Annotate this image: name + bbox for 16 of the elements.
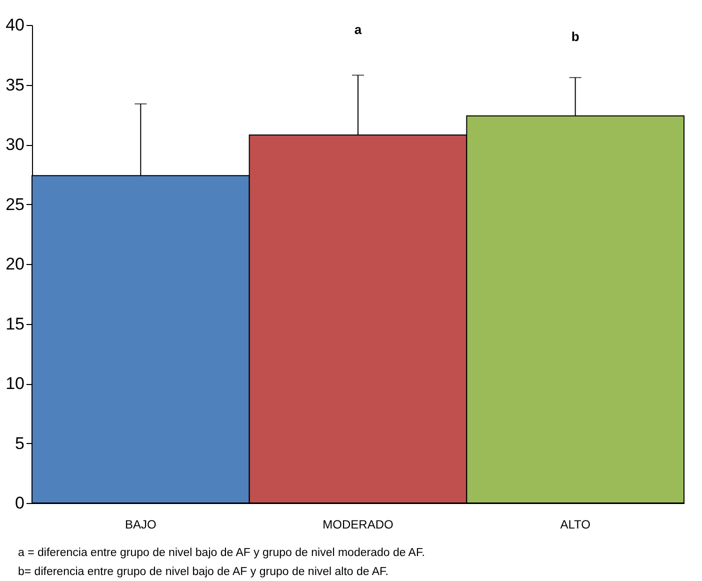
y-tick-label: 35 — [6, 75, 24, 94]
x-tick-label: ALTO — [560, 518, 590, 532]
y-tick-label: 0 — [15, 494, 24, 512]
y-tick-label: 15 — [6, 314, 24, 334]
y-tick-label: 5 — [15, 434, 24, 453]
y-tick-label: 40 — [6, 16, 24, 34]
text: a = diferencia entre grupo de nivel bajo de AF y grupo de nivel moderado de AF. — [18, 546, 426, 561]
y-tick-label: 30 — [6, 135, 24, 154]
x-tick-label: MODERADO — [322, 518, 394, 532]
x-tick-label: BAJO — [124, 518, 156, 532]
y-tick-label: 10 — [6, 374, 24, 393]
text: b= diferencia entre grupo de nivel bajo de AF y grupo de nivel alto de AF. — [18, 565, 390, 580]
annotation: b — [571, 28, 580, 44]
annotation: a — [354, 22, 362, 37]
y-tick-label: 20 — [6, 254, 24, 274]
y-tick-label: 25 — [6, 194, 24, 214]
